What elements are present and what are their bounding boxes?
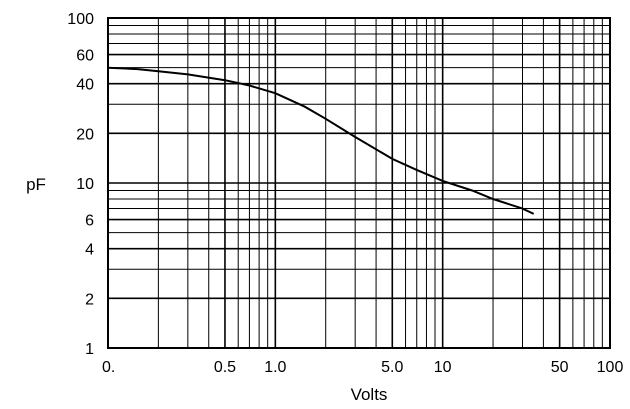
x-tick-label: 0.5 (214, 359, 236, 376)
y-tick-label: 1 (85, 341, 94, 358)
y-tick-label: 40 (76, 77, 94, 94)
x-tick-label: 1.0 (264, 359, 286, 376)
y-tick-label: 2 (85, 291, 94, 308)
y-axis-label: pF (26, 175, 46, 194)
series-line-capacitance (107, 66, 535, 215)
x-tick-label: 5.0 (381, 359, 403, 376)
y-tick-labels: 1 2 4 6 10 20 40 60 100 (67, 11, 94, 358)
y-tick-label: 20 (76, 126, 94, 143)
x-tick-labels: 0. 0.5 1.0 5.0 10 50 100 (102, 359, 623, 376)
x-tick-label: 0. (102, 359, 115, 376)
plot-frame (107, 17, 611, 349)
y-tick-label: 4 (85, 242, 94, 259)
x-tick-label: 100 (597, 359, 624, 376)
x-axis-label: Volts (351, 385, 388, 404)
x-tick-label: 50 (551, 359, 569, 376)
y-tick-label: 10 (76, 176, 94, 193)
y-tick-label: 6 (85, 213, 94, 230)
x-tick-label: 10 (434, 359, 452, 376)
y-tick-label: 60 (76, 48, 94, 65)
y-tick-label: 100 (67, 11, 94, 28)
